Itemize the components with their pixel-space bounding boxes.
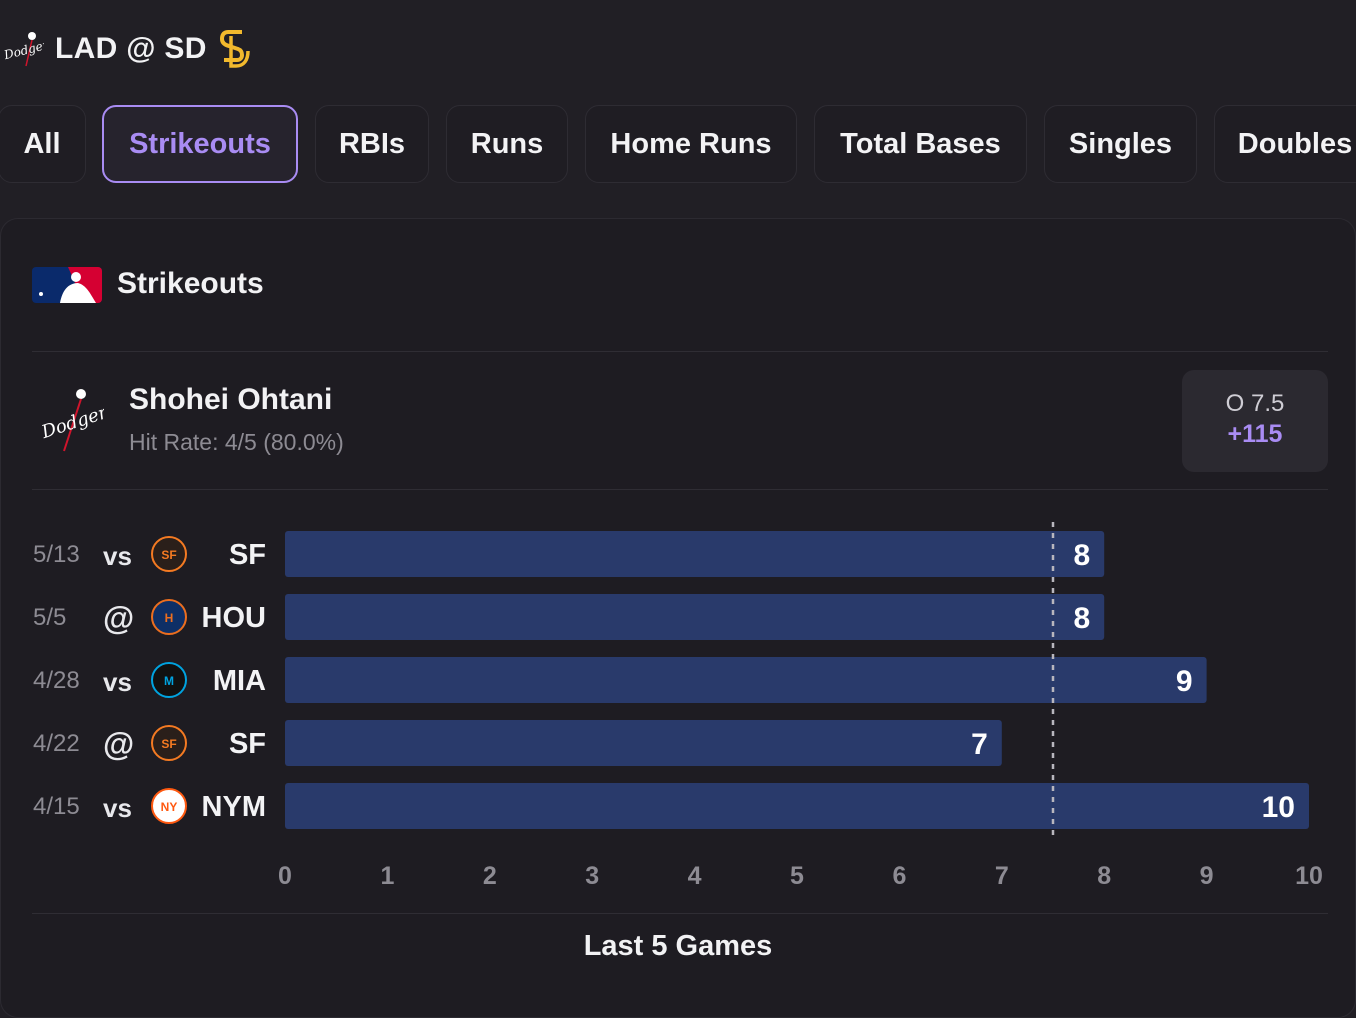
bar-4-15 (285, 783, 1309, 829)
svg-text:Dodgers: Dodgers (38, 399, 104, 443)
opponent-team: SF (228, 728, 266, 760)
game-location: vs (103, 667, 132, 697)
x-tick-label: 2 (483, 862, 497, 890)
game-row-label: 5/5 @ H HOU (0, 594, 280, 640)
bar-value-label: 7 (971, 728, 988, 761)
tab-home-runs[interactable]: Home Runs (585, 105, 797, 183)
bar-4-28 (285, 657, 1207, 703)
opponent-team: SF (228, 539, 266, 571)
marlins-logo-icon: M (151, 662, 187, 698)
opponent-team: NYM (201, 791, 266, 823)
hit-rate: Hit Rate: 4/5 (80.0%) (129, 429, 344, 455)
game-location: @ (103, 726, 135, 762)
bar-4-22 (285, 720, 1002, 766)
game-row-label: 5/13 vs SF SF (0, 531, 280, 577)
x-tick-label: 7 (995, 862, 1009, 890)
x-tick-label: 0 (278, 862, 292, 890)
opponent-team: MIA (212, 665, 266, 697)
padres-logo-icon (219, 30, 250, 68)
divider (32, 913, 1328, 914)
game-date: 5/13 (33, 541, 80, 568)
card-title: Strikeouts (117, 267, 264, 300)
tab-runs[interactable]: Runs (446, 105, 568, 183)
x-tick-label: 6 (892, 862, 906, 890)
dodgers-logo-icon: Dodgers (38, 389, 104, 452)
game-row-label: 4/28 vs M MIA (0, 657, 280, 703)
giants-logo-icon: SF (151, 536, 187, 572)
divider (32, 489, 1328, 490)
divider (32, 351, 1328, 352)
game-date: 5/5 (33, 604, 67, 631)
bar-5-13 (285, 531, 1105, 577)
dodgers-logo-icon: Dodgers (2, 32, 44, 67)
tab-total-bases[interactable]: Total Bases (814, 105, 1027, 183)
opponent-team: HOU (201, 602, 266, 634)
svg-text:NY: NY (161, 800, 178, 814)
svg-text:H: H (165, 611, 174, 625)
svg-text:SF: SF (161, 548, 176, 562)
game-location: @ (103, 600, 135, 636)
x-tick-label: 8 (1097, 862, 1111, 890)
bar-value-label: 10 (1262, 791, 1295, 824)
matchup-title: LAD @ SD (55, 32, 207, 65)
svg-text:Dodgers: Dodgers (2, 36, 44, 62)
bar-value-label: 8 (1074, 602, 1091, 635)
line-odds: +115 (1227, 420, 1283, 448)
matchup-header: Dodgers LAD @ SD (0, 18, 1356, 78)
x-tick-label: 1 (380, 862, 394, 890)
prop-tabs: All Strikeouts RBIs Runs Home Runs Total… (0, 105, 1356, 185)
svg-text:M: M (164, 674, 174, 688)
giants-logo-icon: SF (151, 725, 187, 761)
x-tick-label: 3 (585, 862, 599, 890)
tab-singles[interactable]: Singles (1044, 105, 1197, 183)
game-location: vs (103, 793, 132, 823)
x-tick-label: 4 (688, 862, 702, 890)
x-tick-label: 9 (1200, 862, 1214, 890)
bar-value-label: 9 (1176, 665, 1193, 698)
player-name: Shohei Ohtani (129, 383, 333, 416)
game-row-label: 4/22 @ SF SF (0, 720, 280, 766)
svg-text:SF: SF (161, 737, 176, 751)
astros-logo-icon: H (151, 599, 187, 635)
tab-doubles[interactable]: Doubles (1214, 105, 1356, 183)
x-tick-label: 5 (790, 862, 804, 890)
game-date: 4/28 (33, 667, 80, 694)
line-odds-button[interactable]: O 7.5 +115 (1182, 370, 1328, 472)
game-location: vs (103, 541, 132, 571)
x-tick-label: 10 (1295, 862, 1323, 890)
chart-footer: Last 5 Games (583, 930, 773, 962)
tab-rbis[interactable]: RBIs (315, 105, 429, 183)
game-date: 4/22 (33, 730, 80, 757)
game-date: 4/15 (33, 793, 80, 820)
bar-5-5 (285, 594, 1105, 640)
line-value: O 7.5 (1225, 390, 1285, 417)
tab-strikeouts[interactable]: Strikeouts (102, 105, 298, 183)
bar-value-label: 8 (1074, 539, 1091, 572)
game-row-label: 4/15 vs NY NYM (0, 783, 280, 829)
mlb-logo-icon (32, 267, 102, 303)
mets-logo-icon: NY (151, 788, 187, 824)
tab-all[interactable]: All (0, 105, 86, 183)
